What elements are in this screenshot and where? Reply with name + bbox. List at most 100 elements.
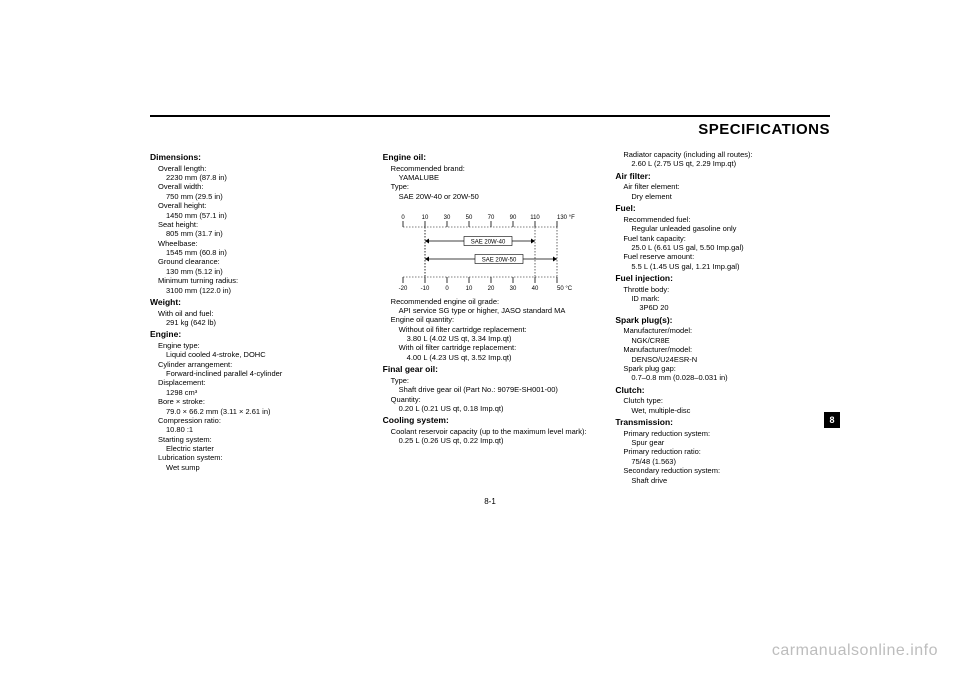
spec-label: Coolant reservoir capacity (up to the ma…	[391, 427, 598, 436]
svg-text:0: 0	[445, 286, 449, 290]
spec-label: Engine oil quantity:	[391, 315, 598, 324]
spec-label: Quantity:	[391, 395, 598, 404]
spec-label: Engine type:	[158, 341, 365, 350]
spec-heading: Air filter:	[615, 171, 830, 182]
spec-label: Secondary reduction system:	[623, 466, 830, 475]
spec-label: Starting system:	[158, 435, 365, 444]
spec-value: Regular unleaded gasoline only	[631, 224, 830, 233]
chapter-tab: 8	[824, 412, 840, 428]
page-title: SPECIFICATIONS	[150, 121, 830, 138]
spec-value: 0.20 L (0.21 US qt, 0.18 Imp.qt)	[399, 404, 598, 413]
svg-text:SAE 20W-40: SAE 20W-40	[470, 240, 505, 246]
svg-text:20: 20	[487, 286, 494, 290]
spec-value: 3100 mm (122.0 in)	[166, 286, 365, 295]
svg-text:50: 50	[465, 215, 472, 221]
svg-text:90: 90	[509, 215, 516, 221]
spec-value: Dry element	[631, 192, 830, 201]
spec-sublabel: With oil filter cartridge replacement:	[399, 343, 598, 352]
spec-value: 1450 mm (57.1 in)	[166, 211, 365, 220]
spec-value: 2230 mm (87.8 in)	[166, 173, 365, 182]
spec-value: Shaft drive gear oil (Part No.: 9079E-SH…	[399, 385, 598, 394]
spec-value: Wet, multiple-disc	[631, 406, 830, 415]
spec-label: Bore × stroke:	[158, 397, 365, 406]
spec-heading: Engine:	[150, 329, 365, 340]
svg-text:110: 110	[530, 215, 540, 221]
oil-viscosity-chart: 01030507090110130 °F-20-1001020304050 °C…	[393, 205, 598, 292]
spec-heading: Clutch:	[615, 385, 830, 396]
svg-text:0: 0	[401, 215, 405, 221]
spec-label: Primary reduction system:	[623, 429, 830, 438]
spec-label: Recommended engine oil grade:	[391, 297, 598, 306]
spec-value: Shaft drive	[631, 476, 830, 485]
spec-label: Manufacturer/model:	[623, 345, 830, 354]
spec-value: 5.5 L (1.45 US gal, 1.21 Imp.gal)	[631, 262, 830, 271]
spec-value: DENSO/U24ESR-N	[631, 355, 830, 364]
svg-text:30: 30	[443, 215, 450, 221]
spec-heading: Fuel:	[615, 203, 830, 214]
spec-label: Minimum turning radius:	[158, 276, 365, 285]
spec-label: Type:	[391, 376, 598, 385]
svg-text:50 °C: 50 °C	[557, 286, 573, 290]
spec-label: Lubrication system:	[158, 453, 365, 462]
spec-value: 75/48 (1.563)	[631, 457, 830, 466]
spec-label: Spark plug gap:	[623, 364, 830, 373]
spec-subvalue: 3P6D 20	[639, 303, 830, 312]
svg-text:10: 10	[421, 215, 428, 221]
content-area: SPECIFICATIONS Dimensions:Overall length…	[150, 115, 830, 506]
spec-heading: Spark plug(s):	[615, 315, 830, 326]
spec-value: 2.60 L (2.75 US qt, 2.29 Imp.qt)	[631, 159, 830, 168]
spec-value: 79.0 × 66.2 mm (3.11 × 2.61 in)	[166, 407, 365, 416]
spec-value: 1298 cm³	[166, 388, 365, 397]
spec-value: 130 mm (5.12 in)	[166, 267, 365, 276]
spec-value: NGK/CR8E	[631, 336, 830, 345]
svg-text:-20: -20	[398, 286, 407, 290]
spec-label: Seat height:	[158, 220, 365, 229]
spec-value: Liquid cooled 4-stroke, DOHC	[166, 350, 365, 359]
spec-label: Radiator capacity (including all routes)…	[623, 150, 830, 159]
spec-label: Compression ratio:	[158, 416, 365, 425]
spec-value: YAMALUBE	[399, 173, 598, 182]
spec-label: Overall width:	[158, 182, 365, 191]
spec-heading: Cooling system:	[383, 415, 598, 426]
spec-value: 291 kg (642 lb)	[166, 318, 365, 327]
spec-label: Fuel reserve amount:	[623, 252, 830, 261]
svg-text:70: 70	[487, 215, 494, 221]
svg-text:10: 10	[465, 286, 472, 290]
spec-label: Recommended brand:	[391, 164, 598, 173]
spec-label: Overall height:	[158, 201, 365, 210]
svg-text:30: 30	[509, 286, 516, 290]
spec-heading: Fuel injection:	[615, 273, 830, 284]
spec-label: Type:	[391, 182, 598, 191]
svg-text:SAE 20W-50: SAE 20W-50	[481, 258, 516, 264]
page-number: 8-1	[150, 497, 830, 506]
spec-value: Forward-inclined parallel 4-cylinder	[166, 369, 365, 378]
svg-text:130 °F: 130 °F	[557, 215, 575, 221]
spec-label: Displacement:	[158, 378, 365, 387]
spec-label: With oil and fuel:	[158, 309, 365, 318]
spec-label: Wheelbase:	[158, 239, 365, 248]
spec-value: 750 mm (29.5 in)	[166, 192, 365, 201]
spec-value: Electric starter	[166, 444, 365, 453]
spec-heading: Weight:	[150, 297, 365, 308]
spec-heading: Dimensions:	[150, 152, 365, 163]
spec-heading: Final gear oil:	[383, 364, 598, 375]
column-2: Engine oil:Recommended brand:YAMALUBETyp…	[383, 150, 598, 485]
spec-value: 0.25 L (0.26 US qt, 0.22 Imp.qt)	[399, 436, 598, 445]
spec-value: Wet sump	[166, 463, 365, 472]
watermark: carmanualsonline.info	[772, 642, 938, 660]
spec-label: Recommended fuel:	[623, 215, 830, 224]
spec-label: Ground clearance:	[158, 257, 365, 266]
spec-label: Cylinder arrangement:	[158, 360, 365, 369]
spec-heading: Engine oil:	[383, 152, 598, 163]
spec-label: Manufacturer/model:	[623, 326, 830, 335]
spec-sublabel: ID mark:	[631, 294, 830, 303]
spec-subvalue: 3.80 L (4.02 US qt, 3.34 Imp.qt)	[407, 334, 598, 343]
spec-label: Air filter element:	[623, 182, 830, 191]
spec-value: 0.7–0.8 mm (0.028–0.031 in)	[631, 373, 830, 382]
column-3: Radiator capacity (including all routes)…	[615, 150, 830, 485]
spec-value: API service SG type or higher, JASO stan…	[399, 306, 598, 315]
spec-label: Throttle body:	[623, 285, 830, 294]
spec-label: Overall length:	[158, 164, 365, 173]
spec-label: Primary reduction ratio:	[623, 447, 830, 456]
spec-value: 10.80 :1	[166, 425, 365, 434]
